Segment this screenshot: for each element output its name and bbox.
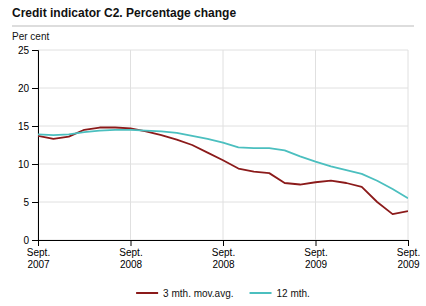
- x-tick-label: Sept.2007: [27, 247, 50, 270]
- x-tick: Sept.2009: [304, 240, 327, 270]
- grid: [38, 50, 408, 240]
- y-tick: 10: [18, 159, 38, 170]
- series-line: [38, 128, 408, 215]
- x-axis-line: [39, 241, 409, 247]
- y-tick-mark: [32, 240, 38, 241]
- y-tick-label: 15: [18, 121, 30, 132]
- x-tick-label: Sept.2009: [304, 247, 327, 270]
- x-tick-label: Sept.2009: [397, 247, 420, 270]
- chart-container: Credit indicator C2. Percentage change Pe…: [0, 0, 426, 306]
- plot-area: 0510152025Sept.2007Sept.2008Sept.2008Sep…: [18, 45, 420, 270]
- x-grid-line: [315, 50, 316, 240]
- y-tick: 5: [23, 197, 38, 208]
- y-tick: 15: [18, 121, 38, 132]
- x-grid-line: [223, 50, 224, 240]
- x-tick-label-line: Sept.: [27, 247, 50, 258]
- x-tick-label-line: Sept.: [212, 247, 235, 258]
- y-tick-label: 5: [23, 197, 29, 208]
- legend: 3 mth. mov.avg. 12 mth.: [136, 288, 310, 299]
- y-tick-mark: [32, 202, 38, 203]
- y-tick-label: 20: [18, 83, 30, 94]
- x-tick-label-line: Sept.: [304, 247, 327, 258]
- y-tick-mark: [32, 126, 38, 127]
- x-grid-line: [130, 50, 131, 240]
- x-tick-label: Sept.2008: [212, 247, 235, 270]
- x-tick-label-line: 2009: [305, 259, 328, 270]
- x-tick-label-line: 2007: [27, 259, 50, 270]
- title-rule: [12, 26, 414, 27]
- x-tick-mark: [131, 240, 132, 246]
- legend-label: 12 mth.: [277, 288, 310, 299]
- chart-svg: Credit indicator C2. Percentage change Pe…: [0, 0, 426, 306]
- x-tick-label: Sept.2008: [119, 247, 142, 270]
- y-tick-mark: [32, 164, 38, 165]
- series-line: [38, 130, 408, 198]
- legend-swatch: [136, 292, 158, 294]
- x-tick: Sept.2008: [119, 240, 142, 270]
- y-tick-mark: [32, 88, 38, 89]
- title: Credit indicator C2. Percentage change: [12, 6, 236, 20]
- y-axis-line: [32, 51, 39, 241]
- x-axis: Sept.2007Sept.2008Sept.2008Sept.2009Sept…: [27, 240, 420, 270]
- x-tick-label-line: 2008: [212, 259, 235, 270]
- legend-swatch: [250, 292, 272, 294]
- legend-label: 3 mth. mov.avg.: [163, 288, 233, 299]
- series-group: [38, 128, 408, 215]
- y-tick: 20: [18, 83, 38, 94]
- x-tick-label-line: 2009: [397, 259, 420, 270]
- y-tick-label: 10: [18, 159, 30, 170]
- x-tick: Sept.2007: [27, 240, 50, 270]
- x-tick-label-line: Sept.: [119, 247, 142, 258]
- y-tick-label: 0: [23, 235, 29, 246]
- legend-item: 12 mth.: [250, 288, 310, 299]
- y-tick-label: 25: [18, 45, 30, 56]
- y-tick-mark: [32, 50, 38, 51]
- x-tick-label-line: Sept.: [397, 247, 420, 258]
- legend-item: 3 mth. mov.avg.: [136, 288, 233, 299]
- x-tick: Sept.2008: [212, 240, 235, 270]
- y-axis-label: Per cent: [12, 31, 49, 42]
- x-tick-label-line: 2008: [120, 259, 143, 270]
- y-axis: 0 5 10 15 20 25: [18, 45, 39, 246]
- x-tick: Sept.2009: [397, 240, 420, 270]
- x-tick-mark: [316, 240, 317, 246]
- y-tick: 0: [23, 235, 38, 246]
- x-tick-mark: [408, 240, 409, 246]
- y-tick: 25: [18, 45, 38, 56]
- x-tick-mark: [38, 240, 39, 246]
- x-tick-mark: [223, 240, 224, 246]
